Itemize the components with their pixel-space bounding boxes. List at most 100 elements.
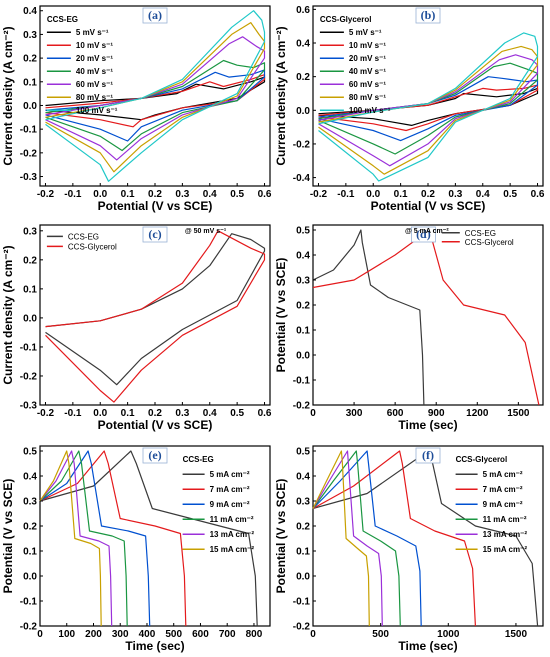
legend-entry: 10 mV s⁻¹ bbox=[76, 41, 113, 50]
plot-frame bbox=[312, 224, 544, 406]
panel-label-box bbox=[142, 7, 168, 24]
x-tick-label: -0.1 bbox=[64, 189, 82, 200]
panel-label-box bbox=[410, 226, 436, 243]
legend-entry: 80 mV s⁻¹ bbox=[349, 93, 386, 102]
legend-entry: 10 mV s⁻¹ bbox=[349, 41, 386, 50]
legend-entry: 60 mV s⁻¹ bbox=[76, 80, 113, 89]
sample-label: CCS-Glycerol bbox=[320, 15, 372, 24]
y-tick-label: 0.2 bbox=[23, 54, 37, 65]
x-tick-label: 0.4 bbox=[203, 408, 217, 419]
legend-entry: 100 mV s⁻¹ bbox=[76, 106, 118, 115]
series-line bbox=[45, 59, 266, 152]
y-tick-label: 0.1 bbox=[296, 326, 310, 337]
panel-label-box bbox=[415, 7, 441, 24]
sample-label: CCS-EG bbox=[183, 455, 214, 464]
x-tick-label: 0.2 bbox=[148, 189, 162, 200]
x-tick-label: 500 bbox=[165, 629, 182, 640]
plot-frame bbox=[39, 224, 271, 406]
legend-entry: 40 mV s⁻¹ bbox=[76, 67, 113, 76]
x-tick-label: 0.2 bbox=[148, 408, 162, 419]
y-tick-label: 0.3 bbox=[296, 276, 310, 287]
x-tick-label: 1500 bbox=[507, 408, 530, 419]
y-tick-label: 0.2 bbox=[296, 522, 310, 533]
series-line bbox=[312, 229, 425, 406]
y-tick-label: -0.3 bbox=[20, 401, 38, 412]
x-tick-label: 0.6 bbox=[258, 408, 272, 419]
x-tick-label: 500 bbox=[372, 629, 389, 640]
x-tick-label: 700 bbox=[219, 629, 236, 640]
legend-entry: 15 mA cm⁻² bbox=[483, 545, 528, 554]
y-axis-label: Current density (A cm⁻²) bbox=[1, 245, 15, 384]
y-tick-label: 0.2 bbox=[23, 255, 37, 266]
x-axis-label: Potential (V vs SCE) bbox=[371, 199, 486, 213]
x-tick-label: -0.2 bbox=[310, 189, 328, 200]
series-line bbox=[312, 450, 370, 627]
x-axis-label: Potential (V vs SCE) bbox=[98, 418, 213, 432]
y-tick-label: -0.1 bbox=[293, 597, 311, 608]
series-line bbox=[39, 450, 128, 627]
x-axis-label: Potential (V vs SCE) bbox=[98, 199, 213, 213]
x-tick-label: 300 bbox=[346, 408, 363, 419]
y-tick-label: 0.4 bbox=[296, 39, 310, 50]
legend-entry: 5 mA cm⁻² bbox=[483, 470, 523, 479]
y-axis-label: Potential (V vs SCE) bbox=[274, 479, 288, 594]
y-tick-label: 0.0 bbox=[296, 106, 310, 117]
x-tick-label: 0.3 bbox=[448, 189, 462, 200]
y-tick-label: -0.3 bbox=[20, 172, 38, 183]
x-tick-label: 0.3 bbox=[175, 408, 189, 419]
panel-label: (e) bbox=[148, 448, 161, 462]
y-tick-label: -0.2 bbox=[293, 401, 311, 412]
x-axis-label: Time (sec) bbox=[398, 418, 457, 432]
y-tick-label: -0.1 bbox=[20, 597, 38, 608]
x-tick-label: 0.3 bbox=[175, 189, 189, 200]
x-tick-label: -0.2 bbox=[37, 189, 55, 200]
series-line bbox=[39, 450, 187, 627]
legend-entry: 9 mA cm⁻² bbox=[483, 500, 523, 509]
y-tick-label: 0.1 bbox=[23, 284, 37, 295]
legend-entry: 15 mA cm⁻² bbox=[210, 545, 255, 554]
x-tick-label: 0.6 bbox=[258, 189, 272, 200]
legend-entry: 5 mV s⁻¹ bbox=[349, 28, 382, 37]
series-line bbox=[39, 450, 151, 627]
legend-entry: CCS-Glycerol bbox=[68, 242, 117, 251]
series-line bbox=[312, 450, 401, 627]
panel-label-box bbox=[142, 447, 168, 464]
legend-entry: 13 mA cm⁻² bbox=[483, 530, 528, 539]
sample-label: CCS-Glycerol bbox=[456, 455, 508, 464]
x-tick-label: 0.6 bbox=[531, 189, 545, 200]
series-line bbox=[312, 450, 539, 627]
y-tick-label: 0.0 bbox=[23, 101, 37, 112]
panel-label: (a) bbox=[148, 8, 162, 22]
x-tick-label: 0.2 bbox=[421, 189, 435, 200]
legend-entry: 20 mV s⁻¹ bbox=[349, 54, 386, 63]
y-axis-label: Potential (V vs SCE) bbox=[1, 479, 15, 594]
y-axis-label: Current density (A cm⁻²) bbox=[1, 26, 15, 165]
x-tick-label: 400 bbox=[139, 629, 156, 640]
y-tick-label: 0.0 bbox=[296, 351, 310, 362]
y-tick-label: 0.2 bbox=[296, 72, 310, 83]
x-tick-label: 100 bbox=[58, 629, 75, 640]
legend-entry: 100 mV s⁻¹ bbox=[349, 106, 391, 115]
y-tick-label: 0.4 bbox=[23, 472, 37, 483]
series-line bbox=[39, 450, 102, 627]
series-line bbox=[45, 36, 266, 161]
x-tick-label: 600 bbox=[192, 629, 209, 640]
panel-f: 0 500 1000 1500 -0.2 -0.1 0.0 0.1 0.2 0.3 0.4 0.5 Ti… bbox=[274, 445, 544, 653]
y-tick-label: 0.4 bbox=[296, 251, 310, 262]
y-tick-label: -0.1 bbox=[20, 342, 38, 353]
legend-entry: 40 mV s⁻¹ bbox=[349, 67, 386, 76]
plot-frame bbox=[312, 445, 544, 627]
series-line bbox=[312, 450, 422, 627]
panel-label-box bbox=[415, 447, 441, 464]
y-axis-label: Potential (V vs SCE) bbox=[274, 258, 288, 373]
legend-entry: 20 mV s⁻¹ bbox=[76, 54, 113, 63]
x-tick-label: 0.0 bbox=[93, 189, 107, 200]
y-tick-label: 0.2 bbox=[23, 522, 37, 533]
y-tick-label: 0.1 bbox=[23, 547, 37, 558]
legend-entry: CCS-EG bbox=[465, 229, 496, 238]
y-tick-label: 0.5 bbox=[23, 447, 37, 458]
x-tick-label: 0 bbox=[310, 408, 316, 419]
series-line bbox=[39, 450, 113, 627]
series-line bbox=[318, 32, 539, 182]
